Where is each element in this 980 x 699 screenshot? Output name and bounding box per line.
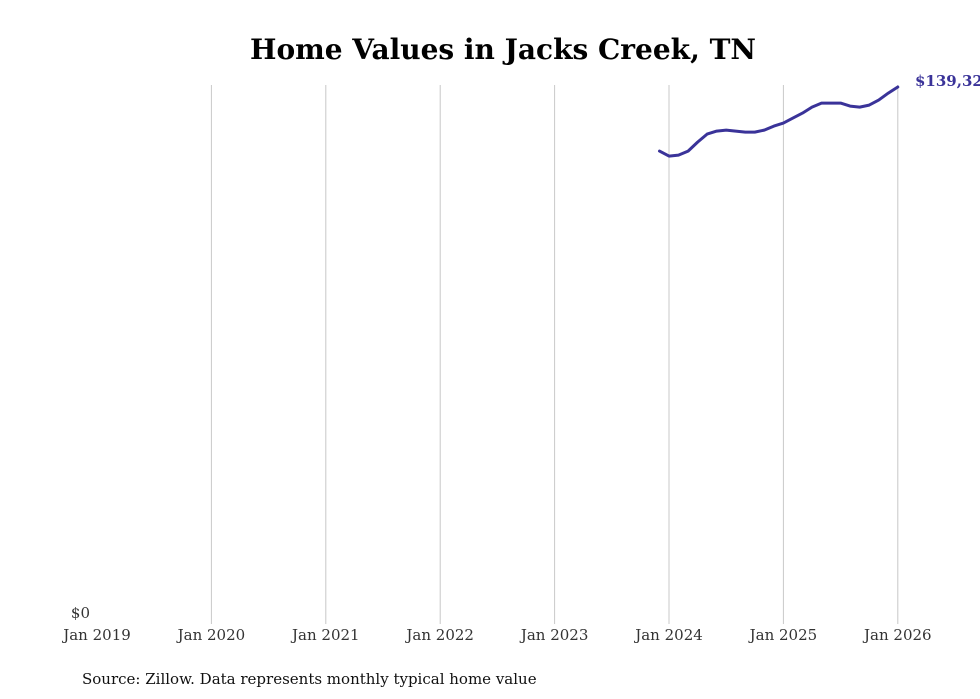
x-tick-label: Jan 2019	[61, 626, 131, 644]
y-tick-label: $0	[71, 604, 90, 622]
x-tick-label: Jan 2020	[176, 626, 246, 644]
x-tick-label: Jan 2023	[519, 626, 589, 644]
chart-title: Home Values in Jacks Creek, TN	[250, 33, 756, 66]
x-tick-label: Jan 2021	[290, 626, 360, 644]
source-note: Source: Zillow. Data represents monthly …	[82, 670, 537, 688]
end-value-label: $139,320	[915, 72, 980, 90]
x-tick-label: Jan 2025	[748, 626, 818, 644]
x-tick-label: Jan 2026	[862, 626, 932, 644]
x-tick-label: Jan 2022	[404, 626, 474, 644]
x-tick-label: Jan 2024	[633, 626, 703, 644]
series-line	[658, 85, 900, 158]
